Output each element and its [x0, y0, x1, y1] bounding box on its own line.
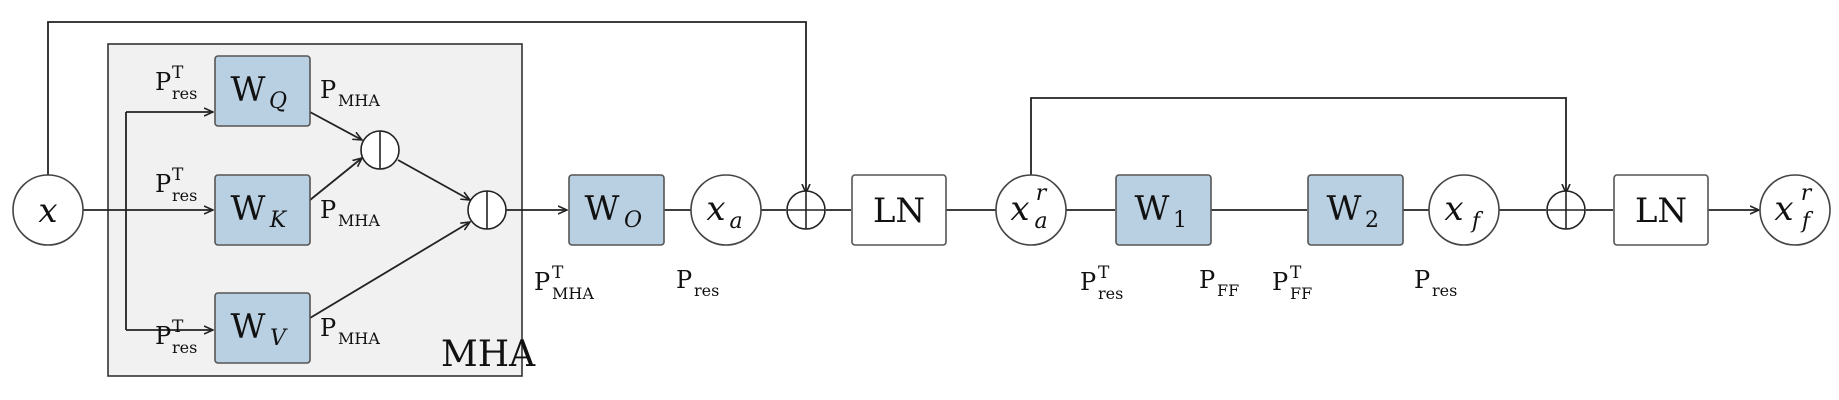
node-x: x	[12, 174, 84, 246]
node-x-a: x a	[690, 174, 762, 246]
svg-text:P: P	[1199, 266, 1215, 294]
edge-wq-op1	[309, 111, 362, 140]
svg-text:V: V	[270, 326, 288, 351]
weight-wo: W O	[568, 174, 665, 246]
edge-wv-op2	[309, 222, 470, 319]
svg-text:P: P	[1414, 266, 1430, 294]
weight-wv: W V	[214, 292, 311, 364]
concat-op-1	[360, 130, 400, 170]
svg-text:P: P	[155, 322, 171, 350]
weight-w2: W 2	[1307, 174, 1404, 246]
concat-op-2	[467, 190, 507, 230]
weight-wq: W Q	[214, 55, 311, 127]
svg-text:P: P	[1272, 268, 1288, 296]
svg-text:W: W	[231, 70, 266, 110]
svg-text:K: K	[269, 208, 288, 233]
svg-text:P: P	[320, 76, 336, 104]
svg-text:FF: FF	[1290, 284, 1312, 303]
svg-text:res: res	[172, 338, 197, 357]
edges	[47, 21, 1759, 330]
svg-text:res: res	[172, 186, 197, 205]
svg-text:MHA: MHA	[338, 91, 380, 110]
label-p-mha-k: P MHA	[320, 196, 380, 230]
skip-edge-attention	[47, 21, 806, 193]
svg-text:Q: Q	[269, 89, 287, 114]
weight-wk: W K	[214, 174, 311, 246]
edge-wk-op1	[309, 158, 362, 201]
svg-text:P: P	[534, 268, 550, 296]
svg-text:T: T	[552, 263, 564, 283]
skip-edge-ff	[1030, 97, 1566, 193]
svg-text:res: res	[172, 84, 197, 103]
edge-op1-op2	[397, 159, 470, 200]
svg-text:r: r	[1801, 181, 1813, 206]
svg-text:x: x	[38, 191, 57, 231]
svg-text:P: P	[320, 314, 336, 342]
svg-text:P: P	[1080, 268, 1096, 296]
svg-text:T: T	[1098, 263, 1110, 283]
svg-text:res: res	[1432, 281, 1457, 300]
svg-text:T: T	[1290, 263, 1302, 283]
svg-text:res: res	[694, 281, 719, 300]
mha-title: MHA	[441, 334, 536, 375]
svg-text:P: P	[155, 170, 171, 198]
label-p-res-o: P res	[676, 266, 719, 300]
svg-text:2: 2	[1365, 208, 1379, 233]
svg-text:W: W	[1135, 189, 1170, 229]
weight-w1: W 1	[1115, 174, 1212, 246]
layernorm-1: LN	[851, 174, 947, 246]
svg-text:x: x	[706, 189, 725, 229]
svg-text:x: x	[1444, 189, 1463, 229]
svg-text:MHA: MHA	[552, 284, 594, 303]
label-p-res-t-q: P T res	[155, 63, 197, 103]
label-p-res-t-v: P T res	[155, 317, 197, 357]
node-x-a-r: x a r	[995, 174, 1067, 246]
svg-text:W: W	[585, 189, 620, 229]
svg-text:T: T	[172, 165, 184, 185]
svg-text:res: res	[1098, 284, 1123, 303]
svg-text:LN: LN	[1635, 191, 1687, 231]
add-op-1	[786, 190, 826, 230]
svg-text:1: 1	[1173, 208, 1187, 233]
svg-text:FF: FF	[1217, 281, 1239, 300]
label-p-ff-t-2: P T FF	[1272, 263, 1312, 303]
svg-text:r: r	[1036, 181, 1048, 206]
svg-text:W: W	[231, 307, 266, 347]
svg-text:a: a	[1034, 209, 1047, 234]
layernorm-2: LN	[1613, 174, 1709, 246]
svg-text:O: O	[624, 208, 642, 233]
svg-text:P: P	[676, 266, 692, 294]
svg-text:a: a	[729, 209, 742, 234]
svg-text:W: W	[231, 189, 266, 229]
label-p-res-2: P res	[1414, 266, 1457, 300]
svg-text:MHA: MHA	[338, 211, 380, 230]
add-op-2	[1546, 190, 1586, 230]
svg-text:LN: LN	[873, 191, 925, 231]
node-x-f: x f	[1428, 174, 1500, 246]
svg-text:T: T	[172, 317, 184, 337]
svg-text:x: x	[1774, 189, 1793, 229]
svg-text:P: P	[155, 68, 171, 96]
label-p-ff-1: P FF	[1199, 266, 1239, 300]
svg-text:P: P	[320, 196, 336, 224]
svg-text:T: T	[172, 63, 184, 83]
label-p-res-t-k: P T res	[155, 165, 197, 205]
label-p-mha-q: P MHA	[320, 76, 380, 110]
label-p-mha-v: P MHA	[320, 314, 380, 348]
svg-text:W: W	[1327, 189, 1362, 229]
label-p-res-t-1: P T res	[1080, 263, 1123, 303]
svg-text:x: x	[1010, 189, 1029, 229]
label-p-mha-t-o: P T MHA	[534, 263, 594, 303]
svg-text:MHA: MHA	[338, 329, 380, 348]
node-x-f-r: x f r	[1759, 174, 1831, 246]
